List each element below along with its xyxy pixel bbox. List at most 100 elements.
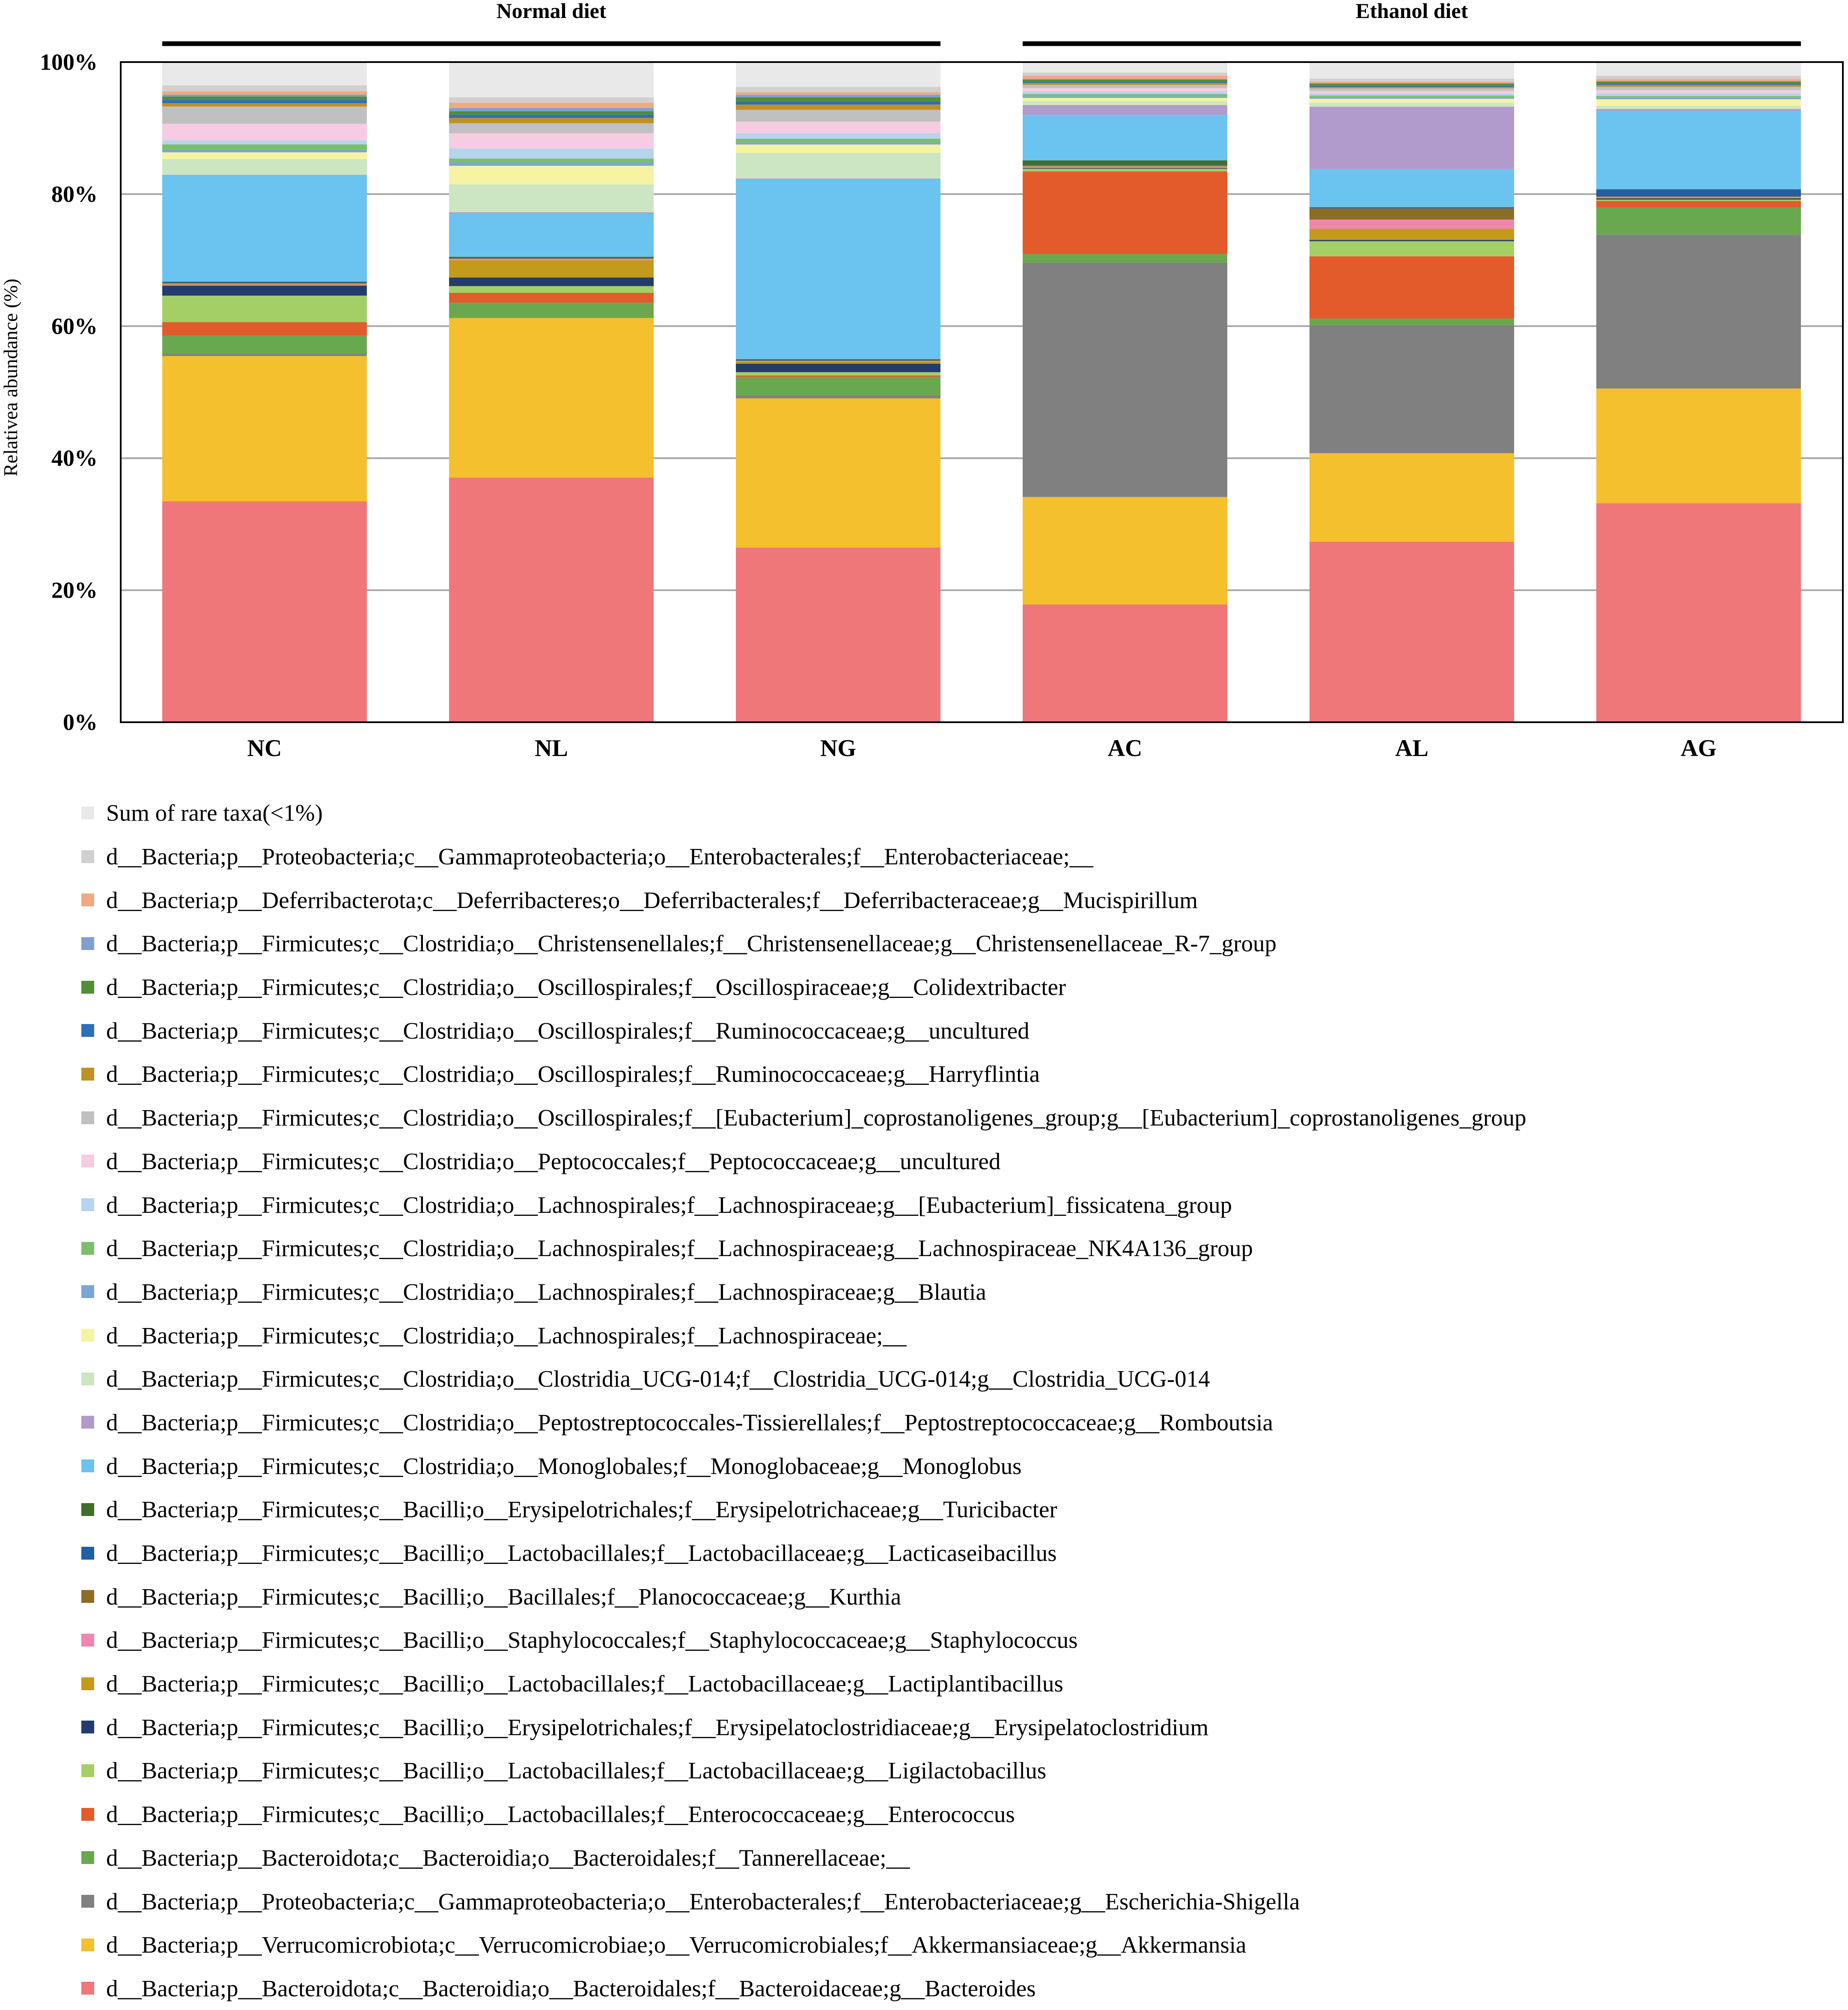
legend-swatch bbox=[81, 1546, 94, 1560]
bar-segment bbox=[1023, 83, 1227, 85]
legend-label: d__Bacteria;p__Firmicutes;c__Clostridia;… bbox=[106, 1278, 986, 1305]
bar-segment bbox=[1023, 88, 1227, 92]
bar-segment bbox=[736, 361, 940, 362]
legend-swatch bbox=[81, 1808, 94, 1821]
bar-segment bbox=[162, 149, 367, 152]
legend-swatch bbox=[81, 1242, 94, 1255]
bar-segment bbox=[1309, 62, 1514, 79]
bar-segment bbox=[1023, 171, 1227, 254]
bar-stack-nl bbox=[449, 62, 654, 722]
bar-segment bbox=[162, 144, 367, 150]
legend-item: d__Bacteria;p__Firmicutes;c__Clostridia;… bbox=[81, 965, 1836, 1009]
bar-segment bbox=[449, 259, 654, 260]
bar-segment bbox=[162, 335, 367, 354]
bar-segment bbox=[1309, 81, 1514, 83]
x-tick-label: NL bbox=[535, 735, 568, 762]
bar-segment bbox=[1309, 98, 1514, 103]
bar-segment bbox=[162, 353, 367, 356]
bar-segment bbox=[449, 257, 654, 259]
bar-segment bbox=[736, 375, 940, 377]
bar-segment bbox=[1023, 254, 1227, 263]
group-label: Normal diet bbox=[497, 0, 607, 23]
y-tick-label: 80% bbox=[51, 181, 98, 207]
legend-item: d__Bacteria;p__Firmicutes;c__Bacilli;o__… bbox=[81, 1749, 1836, 1793]
bar-segment bbox=[449, 62, 654, 98]
bar-segment bbox=[736, 360, 940, 361]
bar-segment bbox=[1023, 165, 1227, 167]
bar-segment bbox=[449, 277, 654, 286]
bar-stack-nc bbox=[162, 62, 367, 722]
bar-segment bbox=[1309, 78, 1514, 82]
bar-segment bbox=[1596, 81, 1801, 82]
bar-stack-ac bbox=[1023, 62, 1227, 722]
bar-segment bbox=[449, 118, 654, 123]
legend-item: d__Bacteria;p__Bacteroidota;c__Bacteroid… bbox=[81, 1836, 1836, 1880]
legend-label: d__Bacteria;p__Firmicutes;c__Clostridia;… bbox=[106, 1409, 1273, 1435]
bar-segment bbox=[162, 283, 367, 285]
bar-segment bbox=[1309, 107, 1514, 169]
bar-segment bbox=[1023, 115, 1227, 161]
legend-label: Sum of rare taxa(<1%) bbox=[106, 800, 323, 826]
x-tick-label: AG bbox=[1681, 735, 1717, 762]
legend-item: d__Bacteria;p__Firmicutes;c__Clostridia;… bbox=[81, 1183, 1836, 1227]
gridlines bbox=[121, 193, 1843, 591]
bar-segment bbox=[162, 175, 367, 176]
legend-item: d__Bacteria;p__Firmicutes;c__Clostridia;… bbox=[81, 1096, 1836, 1140]
axes bbox=[120, 61, 1844, 723]
legend-swatch bbox=[81, 1416, 94, 1429]
bar-segment bbox=[1596, 207, 1801, 235]
bar-segment bbox=[1596, 198, 1801, 200]
bar-segment bbox=[449, 158, 654, 163]
legend-swatch bbox=[81, 850, 94, 863]
bar-segment bbox=[1309, 83, 1514, 84]
bar-segment bbox=[1309, 542, 1514, 722]
bar-segment bbox=[1309, 91, 1514, 94]
y-tick-label: 60% bbox=[51, 313, 98, 339]
bar-segment bbox=[736, 153, 940, 179]
bar-segment bbox=[1596, 75, 1801, 79]
bar-segment bbox=[1596, 83, 1801, 85]
bar-segment bbox=[1023, 80, 1227, 82]
legend-label: d__Bacteria;p__Firmicutes;c__Clostridia;… bbox=[106, 1235, 1253, 1262]
group-label: Ethanol diet bbox=[1356, 0, 1468, 23]
bar-segment bbox=[1596, 85, 1801, 87]
legend-item: d__Bacteria;p__Proteobacteria;c__Gammapr… bbox=[81, 835, 1836, 878]
bar-segment bbox=[449, 184, 654, 212]
bar-segment bbox=[449, 162, 654, 166]
bar-segment bbox=[1309, 88, 1514, 91]
legend-item: d__Bacteria;p__Firmicutes;c__Bacilli;o__… bbox=[81, 1662, 1836, 1706]
bar-segment bbox=[1309, 219, 1514, 229]
bar-segment bbox=[1023, 169, 1227, 172]
bar-segment bbox=[736, 377, 940, 395]
bar-segment bbox=[449, 148, 654, 159]
legend-item: d__Bacteria;p__Bacteroidota;c__Bacteroid… bbox=[81, 1967, 1836, 2010]
bar-segment bbox=[1596, 79, 1801, 81]
bar-segment bbox=[162, 159, 367, 175]
bar-segment bbox=[1309, 103, 1514, 107]
bar-segment bbox=[162, 356, 367, 501]
legend-item: d__Bacteria;p__Firmicutes;c__Bacilli;o__… bbox=[81, 1793, 1836, 1836]
legend-item: d__Bacteria;p__Firmicutes;c__Clostridia;… bbox=[81, 1227, 1836, 1270]
bar-segment bbox=[1023, 96, 1227, 98]
legend-label: d__Bacteria;p__Firmicutes;c__Clostridia;… bbox=[106, 930, 1277, 957]
bar-segment bbox=[1023, 75, 1227, 79]
legend-swatch bbox=[81, 1067, 94, 1081]
legend-item: d__Bacteria;p__Firmicutes;c__Bacilli;o__… bbox=[81, 1705, 1836, 1749]
bar-segment bbox=[736, 372, 940, 376]
bar-segment bbox=[1309, 325, 1514, 453]
legend-label: d__Bacteria;p__Firmicutes;c__Bacilli;o__… bbox=[106, 1627, 1078, 1653]
bar-segment bbox=[1596, 111, 1801, 189]
bar-segment bbox=[736, 395, 940, 399]
bar-segment bbox=[1309, 83, 1514, 86]
bar-segment bbox=[162, 295, 367, 322]
legend-swatch bbox=[81, 1982, 94, 1995]
x-tick-label: NC bbox=[247, 735, 282, 762]
bar-segment bbox=[1023, 604, 1227, 722]
stacked-bar-chart: 0% 20% 40% 60% 80% 100% NC NL NG AC AL AG Normal di… bbox=[0, 0, 1844, 762]
x-tick-label: AC bbox=[1108, 735, 1143, 762]
legend-label: d__Bacteria;p__Bacteroidota;c__Bacteroid… bbox=[106, 1975, 1036, 2001]
bar-segment bbox=[1596, 90, 1801, 94]
legend-item: d__Bacteria;p__Deferribacterota;c__Defer… bbox=[81, 878, 1836, 922]
bar-segment bbox=[162, 152, 367, 159]
bar-segment bbox=[736, 359, 940, 360]
